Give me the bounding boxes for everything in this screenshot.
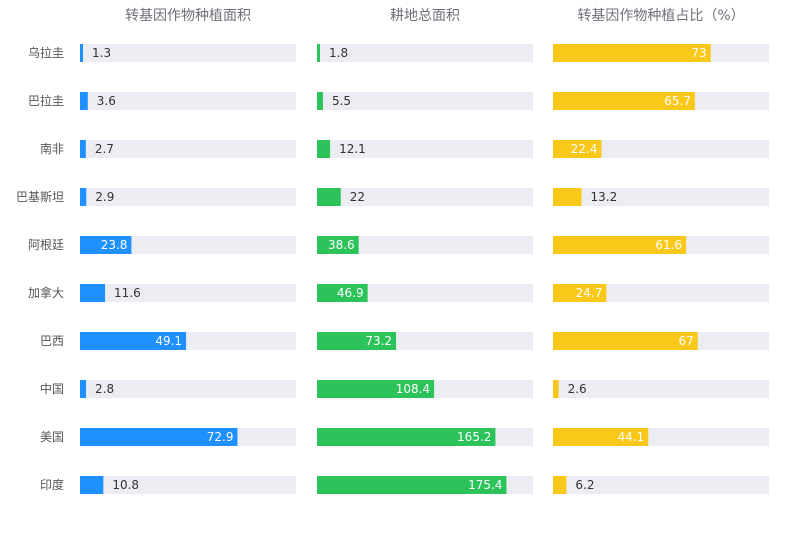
bar-track <box>80 188 296 206</box>
bar <box>553 236 687 254</box>
data-label: 73.2 <box>365 334 392 348</box>
bar <box>80 188 87 206</box>
data-label: 13.2 <box>591 190 618 204</box>
bar-track <box>317 140 533 158</box>
bar <box>80 92 88 110</box>
bar-track <box>80 284 296 302</box>
bar-track <box>80 92 296 110</box>
data-label: 2.7 <box>95 142 114 156</box>
data-label: 23.8 <box>101 238 128 252</box>
data-label: 22 <box>350 190 365 204</box>
bar <box>317 188 341 206</box>
data-label: 175.4 <box>468 478 502 492</box>
bar-track <box>553 380 769 398</box>
bar-track <box>80 476 296 494</box>
category-label: 乌拉圭 <box>28 45 64 60</box>
bar <box>317 428 496 446</box>
bar-track <box>80 140 296 158</box>
bar-track <box>317 188 533 206</box>
data-label: 49.1 <box>155 334 182 348</box>
category-label: 美国 <box>40 430 64 444</box>
bar-track <box>553 476 769 494</box>
panel-title-1: 耕地总面积 <box>390 7 460 24</box>
bar <box>553 476 567 494</box>
panel-2: 73 65.7 22.4 13.2 61.6 24.7 67 2.6 44.1 6.2 <box>553 44 769 494</box>
bar <box>317 140 331 158</box>
bar <box>553 188 582 206</box>
bar <box>317 380 435 398</box>
bar-track <box>317 44 533 62</box>
bar <box>80 236 132 254</box>
bar <box>80 44 83 62</box>
data-label: 3.6 <box>97 94 116 108</box>
panel-1: 1.8 5.5 12.1 22 38.6 46.9 73.2 108.4 165.2 175.4 <box>317 44 533 494</box>
data-label: 61.6 <box>655 238 682 252</box>
data-label: 38.6 <box>328 238 355 252</box>
bar <box>80 428 238 446</box>
bar <box>317 236 359 254</box>
bar <box>317 44 320 62</box>
panel-title-2: 转基因作物种植占比（%） <box>577 7 744 24</box>
bar <box>80 140 86 158</box>
bar-track <box>553 188 769 206</box>
data-label: 2.6 <box>568 382 587 396</box>
data-label: 65.7 <box>664 94 691 108</box>
data-label: 165.2 <box>457 430 491 444</box>
data-label: 6.2 <box>575 478 594 492</box>
data-label: 67 <box>678 334 693 348</box>
data-label: 73 <box>691 46 706 60</box>
category-label: 加拿大 <box>28 285 64 300</box>
bar-track <box>317 236 533 254</box>
bar <box>553 140 602 158</box>
bar <box>553 332 698 350</box>
data-label: 24.7 <box>576 286 603 300</box>
bar <box>80 332 187 350</box>
category-label: 印度 <box>40 477 64 492</box>
bar-track <box>317 284 533 302</box>
category-label: 巴拉圭 <box>28 93 64 108</box>
bar-panels: 1.3 3.6 2.7 2.9 23.8 11.6 49.1 2.8 72.9 10.8 1.8 5.… <box>80 44 769 494</box>
data-label: 22.4 <box>571 142 598 156</box>
bar-track <box>80 236 296 254</box>
panel-0: 1.3 3.6 2.7 2.9 23.8 11.6 49.1 2.8 72.9 10.8 <box>80 44 296 494</box>
data-label: 11.6 <box>114 286 141 300</box>
category-label: 巴基斯坦 <box>16 190 64 204</box>
data-label: 72.9 <box>207 430 234 444</box>
category-label: 南非 <box>40 141 64 156</box>
bar-track <box>317 92 533 110</box>
bar <box>80 284 106 302</box>
bar <box>553 92 695 110</box>
bar <box>80 476 104 494</box>
bar <box>80 380 87 398</box>
data-label: 10.8 <box>112 478 139 492</box>
data-label: 46.9 <box>337 286 364 300</box>
bar <box>553 428 649 446</box>
data-label: 108.4 <box>396 382 430 396</box>
category-label: 巴西 <box>40 334 64 348</box>
bar <box>317 284 368 302</box>
data-label: 44.1 <box>618 430 645 444</box>
data-label: 2.9 <box>95 190 114 204</box>
data-label: 12.1 <box>339 142 366 156</box>
bar <box>317 92 323 110</box>
bar-track <box>553 284 769 302</box>
data-label: 1.3 <box>92 46 111 60</box>
category-label: 中国 <box>40 381 64 396</box>
bar <box>317 332 397 350</box>
bar-track <box>80 380 296 398</box>
bar <box>553 380 559 398</box>
bar-track <box>80 44 296 62</box>
category-label: 阿根廷 <box>28 238 64 252</box>
panel-title-0: 转基因作物种植面积 <box>125 7 251 24</box>
data-label: 2.8 <box>95 382 114 396</box>
data-label: 1.8 <box>329 46 348 60</box>
bar-track <box>553 140 769 158</box>
bar <box>553 284 607 302</box>
panel-titles: 转基因作物种植面积 耕地总面积 转基因作物种植占比（%） <box>125 7 745 24</box>
bar <box>317 476 507 494</box>
data-label: 5.5 <box>332 94 351 108</box>
bar <box>553 44 711 62</box>
